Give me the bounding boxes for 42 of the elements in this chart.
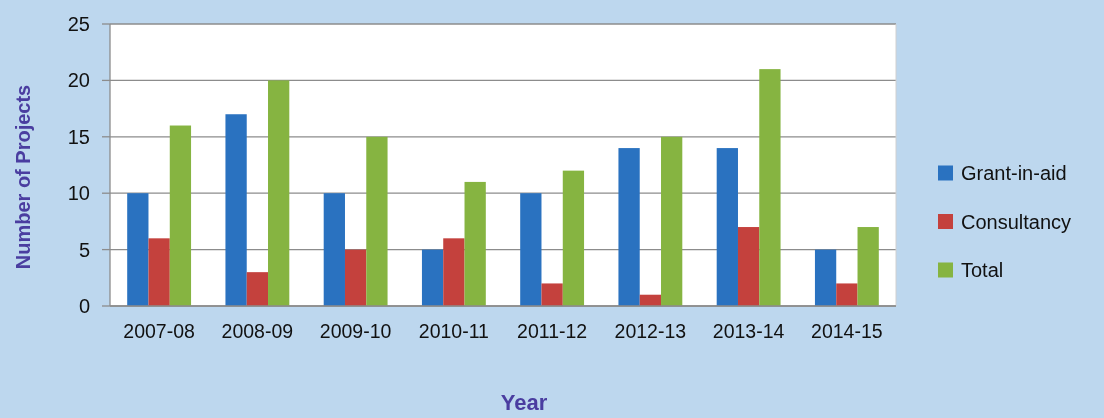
x-tick-label: 2011-12	[517, 320, 588, 342]
x-tick-label: 2010-11	[418, 320, 489, 342]
bar	[759, 69, 781, 306]
bar	[344, 249, 367, 306]
y-tick-label: 0	[78, 295, 90, 317]
x-axis-title: Year	[500, 390, 548, 415]
bar	[814, 249, 837, 306]
bar	[464, 181, 486, 306]
bar	[148, 238, 170, 306]
bar	[246, 272, 269, 306]
bar	[225, 114, 247, 306]
bar	[737, 227, 760, 306]
legend-label: Total	[961, 259, 1004, 281]
bar	[618, 148, 640, 306]
bar	[857, 227, 879, 306]
bar	[520, 193, 542, 306]
bar	[366, 136, 388, 306]
y-tick-label: 10	[67, 182, 90, 205]
x-tick-label: 2007-08	[123, 320, 195, 342]
bar	[169, 125, 192, 306]
bar	[661, 136, 683, 306]
x-tick-label: 2012-13	[614, 320, 687, 342]
bar	[562, 170, 585, 306]
bar	[443, 238, 465, 306]
legend-label: Consultancy	[961, 210, 1072, 233]
x-tick-label: 2013-14	[712, 320, 785, 342]
y-tick-label: 5	[78, 238, 90, 261]
legend-label: Grant-in-aid	[961, 162, 1067, 184]
y-tick-label: 15	[67, 125, 90, 148]
bar	[836, 283, 858, 306]
bar	[541, 283, 563, 306]
y-tick-label: 25	[67, 13, 90, 35]
bar	[716, 148, 738, 306]
x-tick-label: 2014-15	[811, 320, 883, 342]
bar	[323, 193, 345, 306]
bar	[268, 80, 290, 306]
x-tick-label: 2008-09	[221, 320, 294, 342]
y-axis-title: Number of Projects	[12, 84, 34, 270]
bar	[421, 249, 444, 306]
y-tick-label: 20	[67, 69, 90, 92]
bar	[127, 193, 149, 306]
x-tick-label: 2009-10	[319, 320, 392, 342]
